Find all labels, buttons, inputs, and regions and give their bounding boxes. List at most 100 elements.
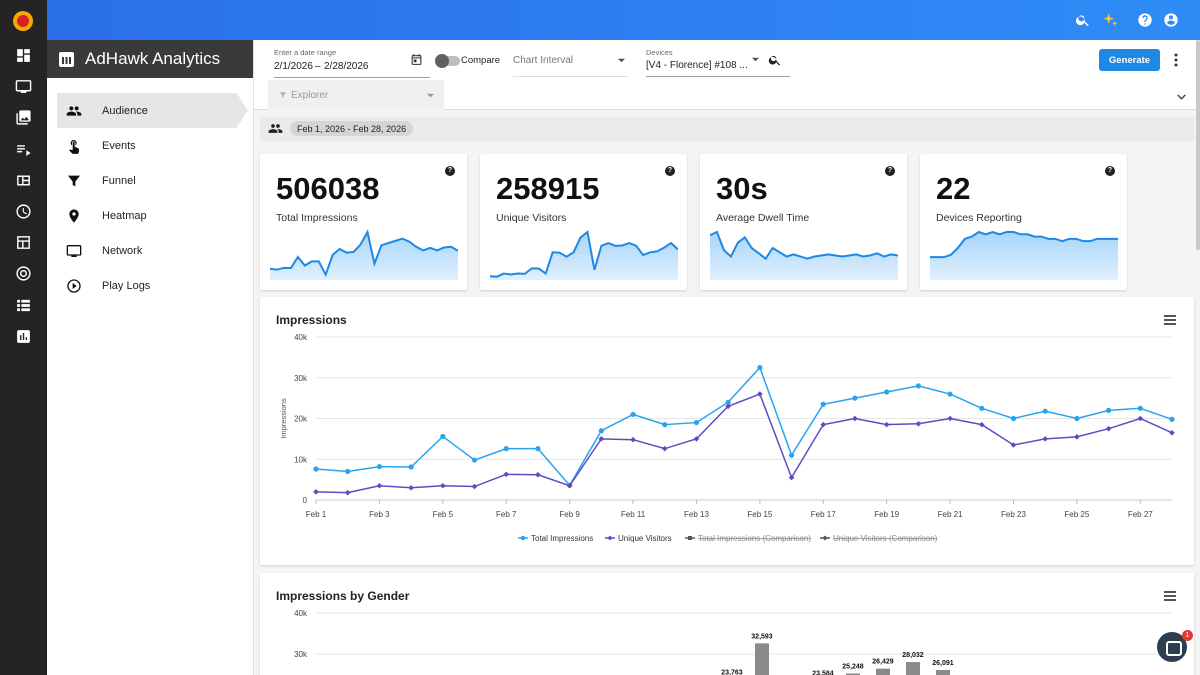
kpi-label: Total Impressions — [276, 212, 358, 224]
analytics-icon[interactable] — [15, 328, 32, 345]
layout-icon[interactable] — [15, 172, 32, 189]
monitor-icon — [66, 243, 82, 259]
list-icon[interactable] — [15, 297, 32, 314]
data-point — [440, 482, 446, 489]
more-vert-icon[interactable] — [1171, 53, 1181, 67]
sidebar-item-play-logs[interactable]: Play Logs — [47, 268, 253, 303]
chat-launcher-button[interactable]: 1 — [1157, 630, 1193, 662]
schedule-icon[interactable] — [15, 203, 32, 220]
kpi-card-devices-reporting: 22 Devices Reporting ? — [920, 154, 1127, 290]
help-icon[interactable]: ? — [665, 166, 675, 176]
data-point — [630, 436, 636, 443]
dashboard-icon[interactable] — [15, 47, 32, 64]
data-point — [915, 420, 922, 427]
x-tick-label: Feb 15 — [747, 510, 772, 519]
svg-text:Unique Visitors (Comparison): Unique Visitors (Comparison) — [833, 534, 938, 543]
x-tick-label: Feb 27 — [1128, 510, 1153, 519]
app-rail — [0, 0, 47, 675]
x-tick-label: Feb 19 — [874, 510, 899, 519]
chart-menu-icon[interactable] — [1164, 315, 1176, 325]
svg-text:Total Impressions: Total Impressions — [531, 534, 593, 543]
data-point — [915, 383, 921, 389]
people-icon — [268, 124, 283, 133]
y-tick-label: 30k — [294, 374, 308, 383]
data-point — [693, 419, 700, 426]
brand-logo[interactable] — [13, 11, 33, 31]
people-icon — [66, 103, 82, 119]
media-library-icon[interactable] — [15, 109, 32, 126]
sidebar-nav: Audience Events Funnel Heatmap Network P… — [47, 93, 253, 303]
help-icon[interactable]: ? — [1105, 166, 1115, 176]
legend-item[interactable]: Unique Visitors — [605, 534, 672, 543]
data-point — [1137, 415, 1144, 422]
compare-toggle[interactable] — [435, 54, 460, 68]
bar — [906, 662, 920, 675]
expand-chevron-icon[interactable] — [1176, 91, 1187, 102]
date-start-input[interactable]: 2/1/2026 — [274, 61, 313, 72]
gender-chart-panel: Impressions by Gender 40k 30k 23,763 32,593… — [260, 573, 1194, 675]
account-icon[interactable] — [1163, 12, 1179, 28]
date-end-input[interactable]: 2/28/2026 — [324, 61, 369, 72]
x-tick-label: Feb 7 — [496, 510, 517, 519]
monitor-icon[interactable] — [15, 78, 32, 95]
gender-bar-chart: 40k 30k 23,763 32,593 23,584 25,248 26,429 28,0… — [294, 609, 1172, 675]
data-point — [662, 422, 668, 428]
legend-item[interactable]: Total Impressions — [518, 534, 593, 543]
date-range-label: Enter a date range — [274, 48, 337, 57]
legend-item[interactable]: Total Impressions (Comparison) — [685, 534, 811, 543]
explorer-select[interactable]: Explorer — [268, 80, 444, 110]
data-point — [1105, 407, 1112, 413]
sparkle-icon[interactable] — [1102, 12, 1118, 28]
sidebar-item-events[interactable]: Events — [47, 128, 253, 163]
sidebar-item-network[interactable]: Network — [47, 233, 253, 268]
sparkline-line — [490, 230, 678, 278]
page-scrollbar[interactable] — [1196, 40, 1200, 250]
chat-badge: 1 — [1182, 630, 1193, 641]
target-icon[interactable] — [15, 265, 32, 282]
help-icon[interactable] — [1137, 12, 1153, 28]
data-point — [820, 421, 827, 428]
sidebar-item-label: Play Logs — [102, 279, 151, 292]
x-tick-label: Feb 11 — [621, 510, 646, 519]
sidebar-item-funnel[interactable]: Funnel — [47, 163, 253, 198]
data-point — [1042, 436, 1048, 442]
kpi-card-unique-visitors: 258915 Unique Visitors ? — [480, 154, 687, 290]
bar-data-label: 23,763 — [721, 670, 743, 675]
data-point — [884, 389, 890, 395]
audience-date-row: Feb 1, 2026 - Feb 28, 2026 — [260, 117, 1194, 141]
play-circle-icon — [66, 278, 82, 294]
sidebar-item-heatmap[interactable]: Heatmap — [47, 198, 253, 233]
bar-data-label: 26,091 — [932, 660, 954, 667]
data-point — [471, 483, 478, 490]
search-icon[interactable] — [1075, 12, 1091, 28]
generate-button[interactable]: Generate — [1099, 49, 1160, 71]
device-search-icon[interactable] — [768, 53, 782, 67]
table-icon[interactable] — [15, 234, 32, 251]
touch-icon — [66, 138, 82, 154]
data-point — [725, 399, 731, 405]
chart-menu-icon[interactable] — [1164, 591, 1176, 601]
y-tick-label: 20k — [294, 415, 308, 424]
calendar-icon[interactable] — [410, 53, 423, 66]
x-tick-label: Feb 5 — [433, 510, 454, 519]
devices-label: Devices — [646, 48, 673, 57]
x-tick-label: Feb 9 — [559, 510, 580, 519]
sidebar-item-label: Audience — [102, 104, 148, 117]
chart-interval-select[interactable]: Chart Interval — [513, 55, 574, 66]
sidebar-item-audience[interactable]: Audience — [57, 93, 248, 128]
help-icon[interactable]: ? — [885, 166, 895, 176]
help-icon[interactable]: ? — [445, 166, 455, 176]
kpi-card-average-dwell-time: 30s Average Dwell Time ? — [700, 154, 907, 290]
sparkline-area — [710, 232, 898, 280]
legend-item[interactable]: Unique Visitors (Comparison) — [820, 534, 938, 543]
bar — [936, 670, 950, 675]
data-point — [979, 405, 985, 411]
x-tick-label: Feb 1 — [306, 510, 327, 519]
data-point — [440, 433, 446, 440]
kpi-label: Unique Visitors — [496, 212, 567, 224]
bar-data-label: 26,429 — [872, 659, 894, 666]
kpi-value: 258915 — [496, 171, 600, 206]
devices-select[interactable]: [V4 - Florence] #108 ... — [646, 60, 748, 71]
playlist-icon[interactable] — [15, 141, 32, 158]
data-point — [598, 436, 605, 442]
